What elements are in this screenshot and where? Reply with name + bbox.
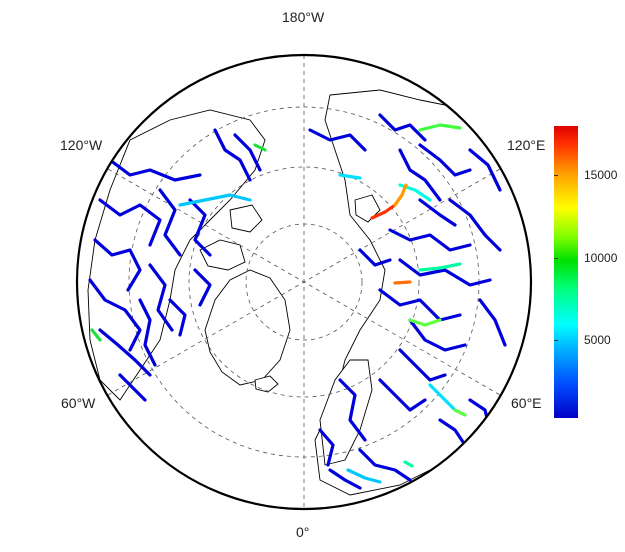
river-network: [88, 113, 507, 490]
colorbar-tick: [554, 175, 558, 176]
lon-label-upper-left: 120°W: [60, 137, 103, 153]
major-rivers: [90, 123, 467, 484]
colorbar: 5000 10000 15000: [554, 126, 617, 418]
colorbar-gradient: [554, 126, 578, 418]
lon-label-lower-left: 60°W: [61, 395, 96, 411]
lon-label-bottom: 0°: [296, 524, 310, 540]
lon-label-upper-right: 120°E: [507, 137, 546, 153]
colorbar-label-15000: 15000: [584, 168, 618, 182]
map-boundary: [75, 53, 533, 511]
colorbar-tick: [554, 340, 558, 341]
colorbar-label-5000: 5000: [584, 333, 611, 347]
lon-label-lower-right: 60°E: [511, 395, 542, 411]
colorbar-tick: [554, 258, 558, 259]
lon-label-top: 180°W: [282, 9, 325, 25]
colorbar-label-10000: 10000: [584, 251, 618, 265]
coastlines: [87, 89, 531, 496]
